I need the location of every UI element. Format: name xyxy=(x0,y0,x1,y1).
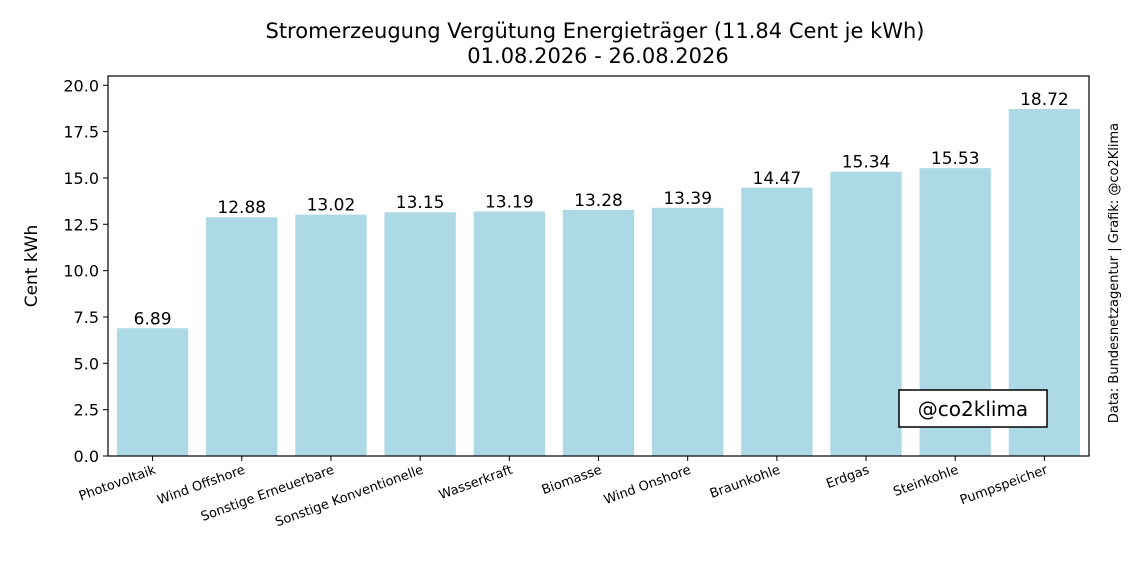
x-tick-label: Wind Onshore xyxy=(602,463,693,508)
bar-value-label: 14.47 xyxy=(753,169,802,189)
y-axis-ticks: 0.0 2.5 5.0 7.5 10.0 12.5 15.0 17.5 20.0 xyxy=(63,76,108,466)
bar-value-label: 12.88 xyxy=(217,198,266,218)
y-axis-label: Cent kWh xyxy=(22,225,42,308)
bar-value-label: 13.28 xyxy=(574,191,623,211)
bar-value-label: 15.53 xyxy=(931,149,980,169)
y-tick-label: 17.5 xyxy=(63,123,99,142)
y-tick-label: 2.5 xyxy=(74,401,99,420)
x-tick-label: Biomasse xyxy=(540,463,604,499)
source-credit: Data: Bundesnetzagentur | Grafik: @co2Kl… xyxy=(1107,123,1122,423)
bar xyxy=(384,212,456,456)
bar xyxy=(295,214,367,456)
x-tick-label: Sonstige Konventionelle xyxy=(273,463,425,531)
watermark-box: @co2klima xyxy=(898,389,1048,428)
bar xyxy=(473,211,545,456)
bar-value-label: 15.34 xyxy=(842,153,891,173)
chart-subtitle: 01.08.2026 - 26.08.2026 xyxy=(467,44,728,68)
y-tick-label: 20.0 xyxy=(63,76,99,95)
y-tick-label: 0.0 xyxy=(74,447,99,466)
y-tick-label: 12.5 xyxy=(63,215,99,234)
bar xyxy=(116,328,189,456)
bar xyxy=(652,207,724,456)
bar-value-label: 13.19 xyxy=(485,193,534,213)
y-tick-label: 10.0 xyxy=(63,262,99,281)
y-tick-label: 15.0 xyxy=(63,169,99,188)
watermark-text: @co2klima xyxy=(918,397,1028,421)
bar-value-label: 13.39 xyxy=(663,189,712,209)
bar-value-label: 6.89 xyxy=(134,309,172,329)
chart-title: Stromerzeugung Vergütung Energieträger (… xyxy=(265,19,924,43)
bar xyxy=(741,187,813,456)
x-tick-label: Steinkohle xyxy=(891,463,960,500)
bar xyxy=(206,217,278,456)
y-tick-label: 5.0 xyxy=(74,354,99,373)
bar-value-label: 13.15 xyxy=(396,193,445,213)
x-tick-label: Wasserkraft xyxy=(437,463,515,503)
x-tick-label: Braunkohle xyxy=(708,463,782,502)
x-tick-label: Photovoltaik xyxy=(77,463,158,505)
bar-value-label: 13.02 xyxy=(307,196,356,216)
bar xyxy=(562,209,635,456)
x-tick-label: Pumpspeicher xyxy=(958,462,1050,508)
y-tick-label: 7.5 xyxy=(74,308,99,327)
x-tick-label: Erdgas xyxy=(824,463,871,492)
bar-value-label: 18.72 xyxy=(1020,90,1069,110)
plot-frame xyxy=(107,75,1090,457)
bar xyxy=(830,171,902,456)
